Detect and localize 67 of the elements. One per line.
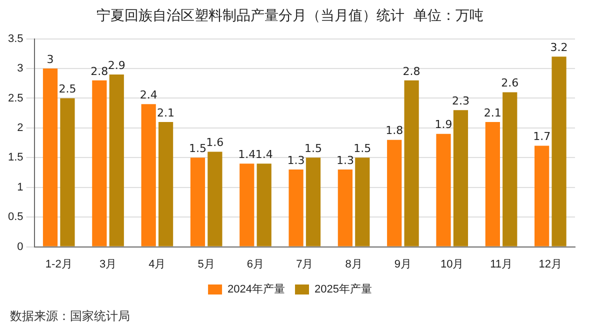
y-tick-label: 0.5 [8,211,24,224]
bar [158,122,174,246]
legend-label: 2024年产量 [228,282,286,296]
bar [552,56,566,246]
bar [306,158,321,246]
data-label: 2.3 [452,94,470,108]
x-tick-label: 8月 [345,258,362,270]
x-tick-label: 7月 [296,258,314,270]
bar [60,98,75,246]
y-tick-label: 0 [17,240,24,253]
data-label: 2.1 [157,106,175,120]
data-label: 1.9 [434,118,452,132]
data-label: 3.2 [550,40,568,54]
data-label: 1.4 [238,148,256,161]
bar [534,146,550,246]
data-label: 1.3 [287,154,305,167]
x-tick-label: 3月 [99,258,117,270]
y-tick-label: 1 [17,181,24,194]
data-label: 1.4 [255,148,273,161]
bar [256,164,272,246]
data-label: 2.6 [501,76,519,90]
bar [42,68,58,246]
bar [387,140,402,246]
bar [502,92,518,246]
data-label: 2.1 [484,106,502,120]
data-label: 1.5 [188,142,206,156]
data-label: 2.4 [140,88,158,102]
bar [240,164,254,246]
y-tick-label: 3 [17,62,24,75]
data-label: 1.8 [386,124,404,138]
source-note: 数据来源：国家统计局 [10,308,130,325]
data-label: 2.9 [108,58,126,72]
bar [92,80,107,246]
x-tick-label: 6月 [246,258,264,270]
data-label: 1.3 [336,154,354,167]
data-label: 2.8 [90,64,108,78]
bar [436,134,451,246]
x-tick-label: 5月 [198,258,215,270]
x-tick-label: 11月 [490,258,512,270]
bar [141,104,156,246]
x-tick-label: 12月 [538,258,562,270]
bar [485,122,500,246]
data-label: 1.5 [304,142,322,156]
bar [190,158,206,246]
data-label: 1.6 [206,136,224,150]
y-tick-label: 3.5 [8,32,24,45]
data-label: 1.5 [354,142,372,156]
bar [355,158,370,246]
y-tick-label: 1.5 [8,152,24,164]
bar [338,170,353,246]
data-label: 3 [46,52,54,66]
legend-label: 2025年产量 [314,282,372,296]
y-tick-label: 2 [17,122,24,134]
data-label: 2.8 [402,64,420,78]
x-tick-label: 9月 [394,258,412,270]
bar [288,170,304,246]
x-tick-label: 10月 [440,258,464,270]
bar [109,74,124,246]
bar [404,80,419,246]
x-tick-label: 1-2月 [45,258,72,270]
chart-title: 宁夏回族自治区塑料制品产量分月（当月值）统计 单位：万吨 [96,8,484,24]
y-tick-label: 2.5 [8,92,24,104]
x-tick-label: 4月 [148,258,166,270]
data-label: 1.7 [533,130,551,144]
data-label: 2.5 [58,82,76,96]
bar [208,152,222,246]
bar [453,110,468,246]
